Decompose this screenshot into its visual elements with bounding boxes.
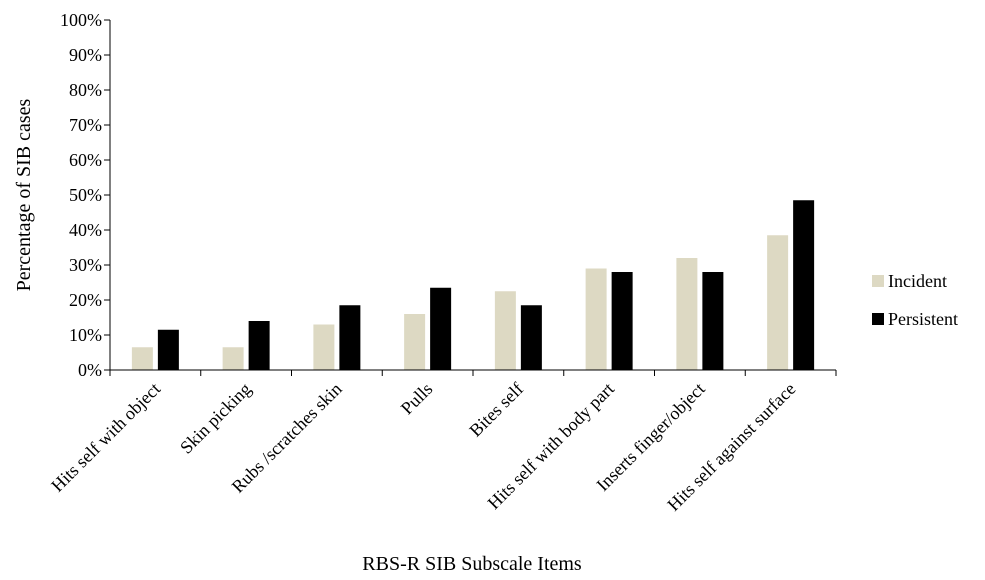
bar-persistent <box>702 272 724 370</box>
y-tick-label: 100% <box>60 10 102 30</box>
y-tick-label: 20% <box>69 290 102 310</box>
x-category-label: Bites self <box>465 379 527 441</box>
bar-incident <box>676 258 698 370</box>
x-category-label: Pulls <box>397 379 437 419</box>
x-category-label: Hits self with object <box>47 379 164 496</box>
y-tick-label: 80% <box>69 80 102 100</box>
legend-label-persistent: Persistent <box>888 309 958 329</box>
bar-incident <box>494 291 516 370</box>
bar-persistent <box>793 200 815 370</box>
legend-label-incident: Incident <box>888 271 947 291</box>
x-category-label: Skin picking <box>176 379 255 458</box>
bar-incident <box>313 324 335 370</box>
legend: Incident Persistent <box>872 271 958 329</box>
bar-persistent <box>248 321 270 370</box>
legend-swatch-persistent <box>872 313 884 325</box>
bar-incident <box>585 268 607 370</box>
y-axis-title: Percentage of SIB cases <box>13 98 35 291</box>
bar-incident <box>404 314 426 370</box>
bar-incident <box>131 347 153 370</box>
y-tick-label: 70% <box>69 115 102 135</box>
plot-area <box>131 200 815 370</box>
y-tick-label: 90% <box>69 45 102 65</box>
bar-persistent <box>520 305 542 370</box>
y-axis: 0% 10% 20% 30% 40% 50% 60% 70% 80% 90% 100% <box>60 10 111 380</box>
bar-persistent <box>157 329 179 370</box>
bar-persistent <box>611 272 633 370</box>
legend-swatch-incident <box>872 275 884 287</box>
y-tick-label: 50% <box>69 185 102 205</box>
bar-persistent <box>430 287 452 370</box>
y-tick-label: 40% <box>69 220 102 240</box>
y-tick-label: 60% <box>69 150 102 170</box>
bar-incident <box>222 347 244 370</box>
y-tick-label: 0% <box>78 360 102 380</box>
x-axis-title: RBS-R SIB Subscale Items <box>362 553 582 575</box>
bar-persistent <box>339 305 361 370</box>
y-tick-label: 10% <box>69 325 102 345</box>
bar-incident <box>767 235 789 370</box>
y-tick-label: 30% <box>69 255 102 275</box>
